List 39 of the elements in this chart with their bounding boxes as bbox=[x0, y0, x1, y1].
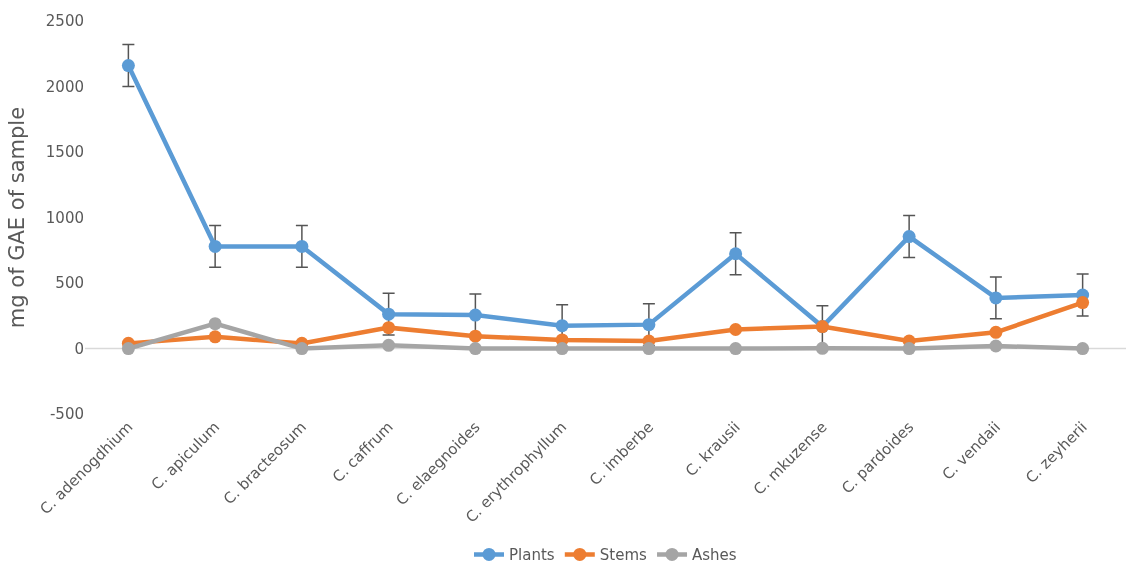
y-tick-label: 500 bbox=[55, 274, 84, 293]
point bbox=[555, 342, 569, 356]
point bbox=[468, 342, 482, 356]
point bbox=[121, 342, 135, 356]
y-tick-label: 0 bbox=[74, 339, 84, 358]
point bbox=[382, 307, 396, 321]
point bbox=[642, 342, 656, 356]
point bbox=[295, 342, 309, 356]
y-axis-title: mg of GAE of sample bbox=[4, 106, 29, 329]
point bbox=[208, 317, 222, 331]
point bbox=[208, 239, 222, 253]
y-tick-label: 1500 bbox=[45, 143, 84, 162]
y-tick-label: 2000 bbox=[45, 77, 84, 96]
point bbox=[1076, 296, 1090, 310]
y-tick-label: 2500 bbox=[45, 12, 84, 31]
point bbox=[468, 329, 482, 343]
point bbox=[989, 291, 1003, 305]
point bbox=[295, 239, 309, 253]
legend-label: Ashes bbox=[692, 546, 737, 565]
point bbox=[815, 341, 829, 355]
legend-label: Stems bbox=[599, 546, 648, 565]
point bbox=[382, 338, 396, 352]
point bbox=[642, 318, 656, 332]
point bbox=[382, 321, 396, 335]
y-tick-label: -500 bbox=[49, 405, 84, 424]
point bbox=[1076, 342, 1090, 356]
point bbox=[208, 330, 222, 344]
point bbox=[555, 319, 569, 333]
point bbox=[121, 59, 135, 73]
point bbox=[989, 339, 1003, 353]
point bbox=[729, 322, 743, 336]
y-tick-label: 1000 bbox=[45, 208, 84, 227]
point bbox=[729, 342, 743, 356]
point bbox=[902, 230, 916, 244]
legend-label: Plants bbox=[509, 546, 555, 565]
point bbox=[468, 308, 482, 322]
point bbox=[989, 325, 1003, 339]
point bbox=[902, 342, 916, 356]
point bbox=[729, 247, 743, 261]
